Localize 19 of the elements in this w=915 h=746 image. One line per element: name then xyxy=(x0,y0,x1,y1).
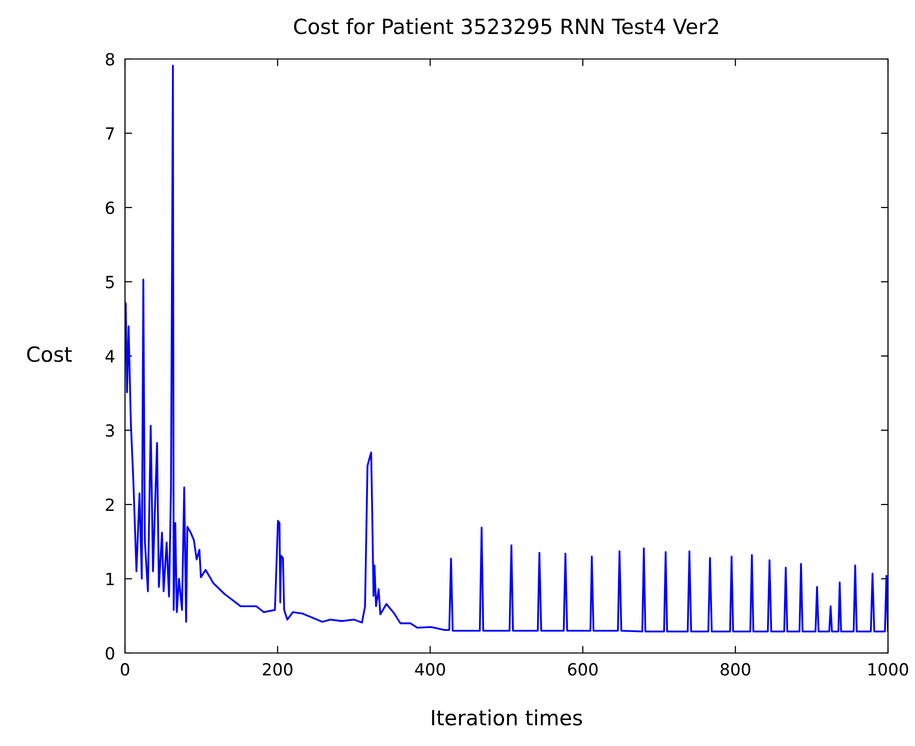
y-tick-label: 2 xyxy=(106,498,114,511)
chart-title: Cost for Patient 3523295 RNN Test4 Ver2 xyxy=(294,18,718,34)
x-axis-title: Iteration times xyxy=(432,709,582,726)
x-tick-label: 200 xyxy=(262,663,292,676)
y-tick-label: 0 xyxy=(106,646,114,660)
x-tick-label: 0 xyxy=(120,663,130,676)
y-tick-label: 8 xyxy=(106,52,114,66)
y-axis-title: Cost xyxy=(27,346,72,362)
x-tick-label: 600 xyxy=(568,663,598,676)
x-tick-label: 1000 xyxy=(868,663,908,676)
y-tick-label: 3 xyxy=(106,424,114,437)
y-tick-label: 1 xyxy=(106,572,114,586)
line-series xyxy=(125,64,888,632)
y-tick-label: 5 xyxy=(106,276,114,288)
y-tick-label: 4 xyxy=(105,350,114,362)
x-tick-label: 800 xyxy=(720,663,750,676)
y-tick-label: 6 xyxy=(106,201,114,214)
x-tick-label: 400 xyxy=(415,663,445,676)
y-tick-label: 7 xyxy=(106,127,114,140)
